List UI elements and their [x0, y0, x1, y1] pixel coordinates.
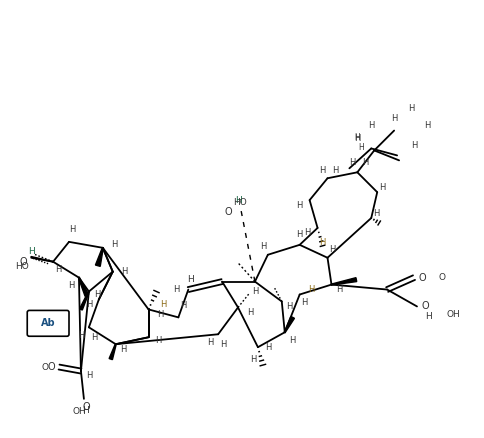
- Polygon shape: [78, 277, 89, 297]
- Text: H: H: [160, 300, 166, 309]
- Text: O: O: [420, 301, 428, 311]
- Text: H: H: [264, 343, 271, 352]
- Text: H: H: [296, 201, 302, 210]
- Text: H: H: [249, 355, 256, 364]
- Text: H: H: [93, 290, 100, 299]
- Text: H: H: [335, 285, 342, 294]
- Text: H: H: [120, 345, 127, 353]
- Text: H: H: [180, 301, 186, 310]
- Text: H: H: [318, 238, 325, 247]
- Text: O: O: [417, 272, 425, 283]
- Text: H: H: [348, 158, 355, 167]
- Text: H: H: [362, 158, 368, 167]
- Text: H: H: [121, 267, 128, 276]
- Text: O: O: [438, 273, 444, 282]
- Polygon shape: [95, 247, 103, 266]
- Text: H: H: [77, 331, 84, 340]
- Polygon shape: [331, 278, 356, 285]
- Polygon shape: [79, 291, 89, 310]
- Text: H: H: [332, 166, 338, 175]
- Text: H: H: [111, 240, 118, 249]
- Text: H: H: [234, 196, 241, 205]
- Text: OH: OH: [446, 310, 460, 319]
- Text: H: H: [55, 265, 61, 274]
- Text: H: H: [329, 245, 335, 254]
- Text: H: H: [390, 114, 396, 123]
- Text: H: H: [318, 166, 325, 175]
- Text: H: H: [354, 133, 360, 142]
- Text: H: H: [157, 310, 163, 319]
- Text: H: H: [289, 336, 295, 345]
- Text: H: H: [28, 247, 34, 256]
- Text: H: H: [246, 308, 253, 317]
- Text: H: H: [296, 230, 302, 240]
- Text: O: O: [224, 207, 231, 217]
- Text: H: H: [301, 298, 307, 307]
- Polygon shape: [109, 344, 116, 360]
- Text: Ab: Ab: [41, 318, 55, 328]
- Text: H: H: [304, 228, 310, 237]
- Text: H: H: [378, 183, 385, 192]
- Text: H: H: [424, 312, 431, 321]
- Text: HO: HO: [233, 198, 246, 207]
- Text: H: H: [68, 281, 74, 290]
- Text: H: H: [407, 104, 413, 113]
- Text: OH: OH: [72, 407, 86, 416]
- Text: H: H: [410, 141, 416, 150]
- Text: H: H: [372, 208, 378, 218]
- Text: O: O: [42, 363, 48, 371]
- Text: HO: HO: [15, 262, 29, 271]
- Text: O: O: [47, 362, 55, 372]
- Text: H: H: [358, 143, 363, 152]
- Text: H: H: [308, 285, 314, 294]
- Text: H: H: [353, 134, 360, 143]
- Text: H: H: [91, 333, 97, 342]
- Text: H: H: [82, 406, 89, 415]
- Text: H: H: [173, 285, 179, 294]
- Text: H: H: [86, 371, 92, 381]
- Text: H: H: [86, 300, 92, 309]
- Text: H: H: [219, 340, 226, 349]
- Text: H: H: [69, 226, 75, 234]
- Text: O: O: [19, 257, 27, 267]
- Text: H: H: [186, 275, 193, 284]
- Text: H: H: [259, 242, 266, 251]
- FancyBboxPatch shape: [27, 311, 69, 336]
- Text: O: O: [82, 402, 90, 412]
- Text: H: H: [423, 121, 429, 130]
- Text: H: H: [251, 287, 257, 296]
- Text: H: H: [207, 338, 213, 347]
- Text: H: H: [155, 336, 161, 345]
- Text: H: H: [367, 121, 374, 130]
- Polygon shape: [284, 316, 294, 332]
- Text: H: H: [286, 302, 292, 311]
